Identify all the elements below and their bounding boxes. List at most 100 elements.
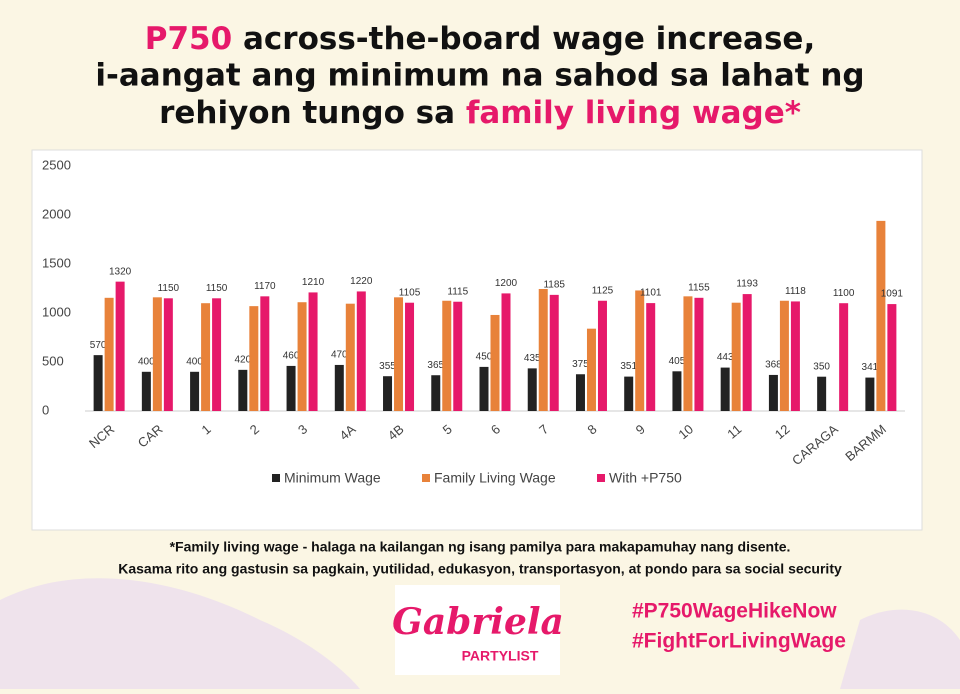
data-label: 1185 [543, 280, 565, 291]
data-label: 1125 [592, 285, 614, 296]
bar [490, 314, 500, 411]
data-label: 1091 [881, 289, 904, 300]
bar [286, 365, 296, 411]
footnote: *Family living wage - halaga na kailanga… [170, 539, 791, 555]
data-label: 1170 [254, 281, 276, 292]
data-label: 570 [90, 340, 107, 351]
legend-label: Family Living Wage [434, 470, 556, 486]
headline-part: P750 [145, 21, 232, 57]
y-tick-label: 2000 [42, 206, 71, 221]
data-label: 1155 [688, 282, 710, 293]
bar [334, 364, 344, 411]
bar [383, 376, 393, 411]
data-label: 365 [427, 360, 444, 371]
chart-panel [31, 149, 923, 531]
bar [260, 296, 270, 411]
bar [768, 374, 778, 411]
bar [249, 306, 259, 411]
bar [779, 300, 789, 411]
bar [501, 293, 511, 411]
data-label: 1210 [302, 277, 325, 288]
bar [597, 300, 607, 411]
bar [115, 281, 125, 411]
y-tick-label: 2500 [42, 157, 71, 172]
bar [356, 291, 366, 411]
bar [635, 290, 645, 411]
data-label: 1193 [736, 279, 758, 290]
y-tick-label: 1000 [42, 304, 71, 319]
bar [394, 297, 404, 411]
data-label: 405 [669, 356, 686, 367]
bar [646, 303, 656, 411]
map-decoration [840, 609, 960, 689]
headline: P750 across-the-board wage increase, [145, 21, 815, 57]
bar [163, 298, 173, 411]
data-label: 1320 [109, 266, 132, 277]
legend-swatch [422, 474, 430, 482]
y-tick-label: 1500 [42, 255, 71, 270]
data-label: 375 [572, 359, 589, 370]
data-label: 420 [234, 354, 251, 365]
data-label: 400 [138, 356, 155, 367]
data-label: 1115 [447, 286, 468, 297]
data-label: 1220 [350, 276, 373, 287]
data-label: 368 [765, 360, 782, 371]
data-label: 470 [331, 350, 348, 361]
data-label: 1101 [640, 288, 662, 299]
bar [527, 368, 537, 411]
data-label: 1118 [785, 286, 806, 297]
bar [152, 297, 162, 411]
bar [672, 371, 682, 411]
data-label: 443 [717, 352, 734, 363]
footnote: Kasama rito ang gastusin sa pagkain, yut… [118, 561, 842, 577]
data-label: 350 [813, 361, 830, 372]
bar [308, 292, 318, 411]
bar [538, 288, 548, 411]
data-label: 460 [283, 351, 300, 362]
bar [405, 302, 415, 411]
data-label: 351 [620, 361, 637, 372]
bar [694, 297, 704, 411]
headline-part: across-the-board wage increase, [232, 21, 815, 57]
data-label: 355 [379, 361, 396, 372]
data-label: 1200 [495, 278, 518, 289]
data-label: 400 [186, 356, 203, 367]
logo-box [395, 585, 560, 675]
headline-part: rehiyon tungo sa [159, 95, 466, 131]
bar [790, 301, 800, 411]
bar [683, 296, 693, 411]
headline-part: * [785, 95, 801, 131]
bar [742, 294, 752, 411]
bar [442, 300, 452, 411]
hashtag: #FightForLivingWage [632, 630, 846, 653]
legend-swatch [272, 474, 280, 482]
data-label: 1150 [206, 283, 228, 294]
bar [887, 304, 897, 411]
bar [190, 371, 200, 411]
legend-label: With +P750 [609, 470, 682, 486]
bar [865, 377, 875, 411]
bar [586, 328, 596, 411]
bar [104, 297, 114, 411]
logo-sub: PARTYLIST [462, 648, 539, 664]
data-label: 1105 [399, 287, 421, 298]
bar [720, 367, 730, 411]
bar [345, 303, 355, 411]
bar [731, 302, 741, 411]
headline-part: family living wage [466, 95, 785, 131]
bar [297, 302, 307, 411]
bar [575, 374, 585, 411]
legend-swatch [597, 474, 605, 482]
bar [817, 376, 827, 411]
bar [201, 303, 211, 411]
bar [479, 366, 489, 411]
bar [624, 376, 634, 411]
y-tick-label: 500 [42, 353, 64, 368]
bar [431, 375, 441, 411]
bar [876, 220, 886, 411]
data-label: 450 [476, 352, 493, 363]
y-tick-label: 0 [42, 402, 49, 417]
logo-name: Gabriela [392, 601, 564, 643]
